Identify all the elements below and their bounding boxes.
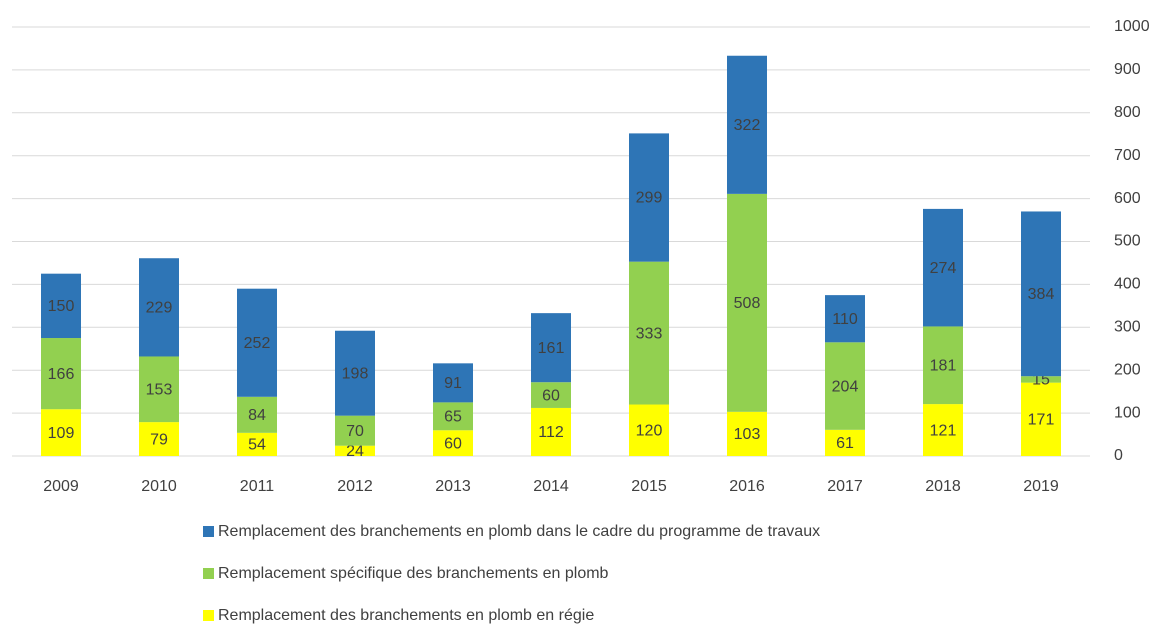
x-tick-label: 2010: [141, 478, 177, 495]
bar-segment: [335, 445, 375, 456]
data-label: 171: [1028, 412, 1055, 429]
data-label: 150: [48, 298, 75, 315]
bar-segment: [237, 432, 277, 456]
data-label: 60: [542, 387, 560, 404]
bar-segment: [139, 258, 179, 357]
y-tick-label: 500: [1114, 233, 1141, 250]
bar-segment: [237, 288, 277, 397]
data-label: 384: [1028, 286, 1055, 303]
bar-segment: [531, 382, 571, 408]
y-tick-label: 0: [1114, 447, 1123, 464]
bar-segment: [923, 404, 963, 456]
x-tick-label: 2009: [43, 478, 79, 495]
bar-segment: [825, 429, 865, 456]
bar-segment: [237, 396, 277, 433]
y-tick-label: 700: [1114, 147, 1141, 164]
bar-segment: [433, 430, 473, 456]
legend-swatch: [203, 610, 214, 621]
data-label: 161: [538, 340, 565, 357]
y-tick-label: 800: [1114, 104, 1141, 121]
bar-segment: [629, 261, 669, 405]
data-label: 60: [444, 435, 462, 452]
data-label: 252: [244, 335, 271, 352]
bar-segment: [923, 208, 963, 327]
y-tick-label: 900: [1114, 61, 1141, 78]
data-label: 322: [734, 117, 761, 134]
x-tick-label: 2014: [533, 478, 569, 495]
bar-segment: [727, 55, 767, 194]
bar-segment: [1021, 376, 1061, 383]
legend-label: Remplacement des branchements en plomb d…: [218, 523, 820, 540]
x-tick-label: 2018: [925, 478, 961, 495]
x-tick-label: 2019: [1023, 478, 1059, 495]
bar-segment: [41, 273, 81, 339]
bar-segment: [335, 415, 375, 446]
bar-segment: [825, 295, 865, 343]
x-tick-label: 2013: [435, 478, 471, 495]
bar-segment: [433, 402, 473, 431]
bar-segment: [923, 326, 963, 405]
data-label: 508: [734, 295, 761, 312]
bar-segment: [727, 411, 767, 456]
legend-swatch: [203, 526, 214, 537]
bar-segment: [531, 313, 571, 383]
data-label: 65: [444, 409, 462, 426]
x-tick-label: 2016: [729, 478, 765, 495]
legend-label: Remplacement des branchements en plomb e…: [218, 607, 594, 624]
data-label: 204: [832, 378, 859, 395]
bar-segment: [335, 330, 375, 416]
data-label: 120: [636, 422, 663, 439]
y-tick-label: 1000: [1114, 18, 1150, 35]
bar-segment: [727, 193, 767, 412]
data-label: 153: [146, 382, 173, 399]
data-label: 166: [48, 366, 75, 383]
data-label: 333: [636, 325, 663, 342]
data-label: 109: [48, 425, 75, 442]
data-label: 229: [146, 300, 173, 317]
data-label: 54: [248, 437, 266, 454]
bar-segment: [629, 133, 669, 262]
x-tick-label: 2017: [827, 478, 863, 495]
data-label: 112: [538, 424, 564, 441]
data-label: 299: [636, 190, 663, 207]
bar-segment: [531, 407, 571, 456]
y-tick-label: 600: [1114, 190, 1141, 207]
bar-segment: [1021, 382, 1061, 456]
data-label: 121: [930, 422, 957, 439]
data-label: 70: [346, 423, 364, 440]
legend-swatch: [203, 568, 214, 579]
y-tick-label: 200: [1114, 361, 1141, 378]
data-label: 181: [930, 357, 957, 374]
data-label: 24: [346, 443, 364, 460]
bar-segment: [41, 338, 81, 410]
data-label: 198: [342, 365, 369, 382]
data-label: 274: [930, 260, 957, 277]
data-label: 84: [248, 407, 266, 424]
bar-segment: [139, 422, 179, 456]
bar-segment: [433, 363, 473, 403]
bar-segment: [1021, 211, 1061, 377]
y-tick-label: 100: [1114, 404, 1141, 421]
data-label: 91: [444, 375, 462, 392]
legend-label: Remplacement spécifique des branchements…: [218, 565, 609, 582]
data-label: 103: [734, 426, 761, 443]
data-label: 110: [832, 311, 858, 328]
bar-segment: [825, 342, 865, 430]
x-tick-label: 2011: [240, 478, 275, 495]
data-label: 61: [836, 435, 854, 452]
y-tick-label: 300: [1114, 319, 1141, 336]
x-tick-label: 2012: [337, 478, 373, 495]
y-tick-label: 400: [1114, 276, 1141, 293]
bar-segment: [41, 409, 81, 456]
data-label: 79: [150, 431, 168, 448]
bar-segment: [629, 404, 669, 456]
bar-segment: [139, 356, 179, 423]
x-tick-label: 2015: [631, 478, 667, 495]
